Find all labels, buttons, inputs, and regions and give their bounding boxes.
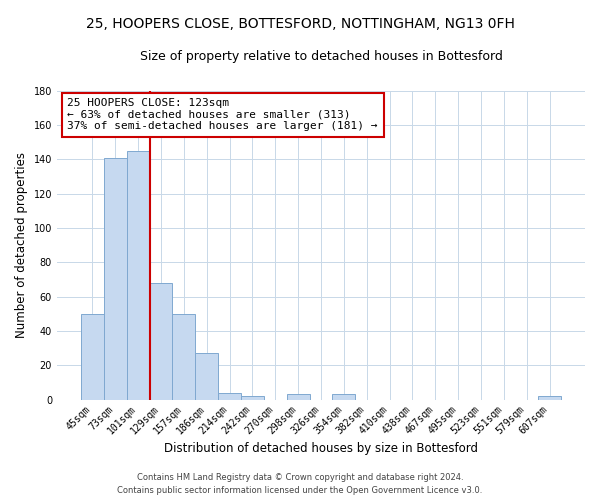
Text: Contains HM Land Registry data © Crown copyright and database right 2024.
Contai: Contains HM Land Registry data © Crown c… [118,474,482,495]
Bar [81,314,104,400]
Bar [149,283,172,400]
Title: Size of property relative to detached houses in Bottesford: Size of property relative to detached ho… [140,50,502,63]
Bar [195,353,218,400]
Bar [538,396,561,400]
Bar [287,394,310,400]
X-axis label: Distribution of detached houses by size in Bottesford: Distribution of detached houses by size … [164,442,478,455]
Bar [218,392,241,400]
Bar [332,394,355,400]
Bar [127,150,149,400]
Bar [172,314,195,400]
Text: 25 HOOPERS CLOSE: 123sqm
← 63% of detached houses are smaller (313)
37% of semi-: 25 HOOPERS CLOSE: 123sqm ← 63% of detach… [67,98,378,132]
Bar [241,396,264,400]
Bar [104,158,127,400]
Y-axis label: Number of detached properties: Number of detached properties [15,152,28,338]
Text: 25, HOOPERS CLOSE, BOTTESFORD, NOTTINGHAM, NG13 0FH: 25, HOOPERS CLOSE, BOTTESFORD, NOTTINGHA… [86,18,514,32]
